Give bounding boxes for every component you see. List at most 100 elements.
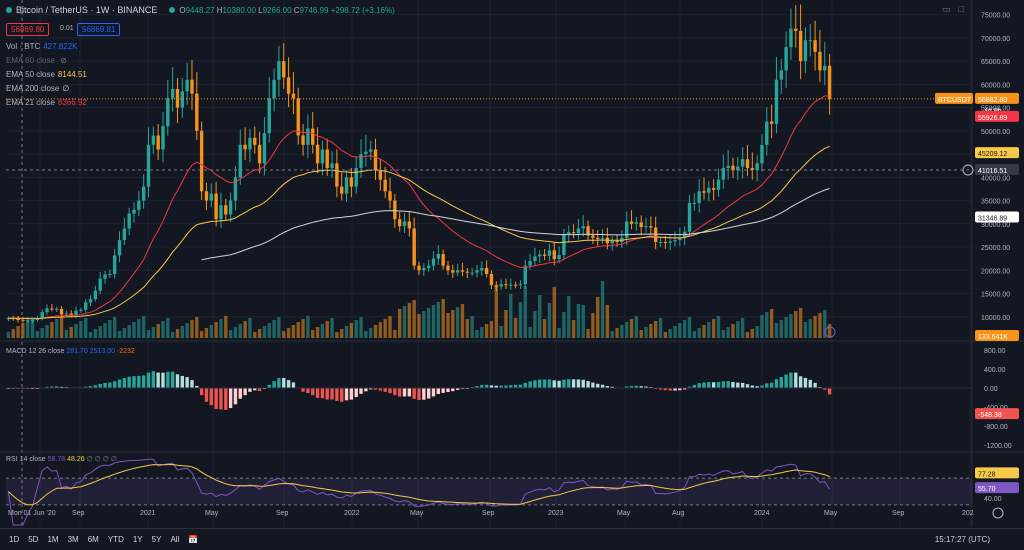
macd-histogram-bar: [716, 381, 721, 388]
macd-histogram-bar: [740, 382, 745, 388]
candle-body: [214, 193, 218, 220]
date-range-icon[interactable]: 📅: [188, 535, 199, 544]
range-1d[interactable]: 1D: [9, 535, 20, 544]
volume-bar: [340, 329, 344, 338]
macd-histogram-bar: [726, 381, 730, 388]
candle-body: [784, 47, 788, 71]
clock-time[interactable]: 15:17:27 (UTC): [934, 535, 990, 544]
candle-body: [591, 235, 595, 238]
macd-histogram-bar: [277, 377, 281, 388]
indicator-row[interactable]: EMA 50 close 8144.51: [6, 70, 87, 80]
candle-body: [523, 265, 527, 285]
indicator-row[interactable]: EMA 200 close ∅: [6, 84, 69, 94]
candle-body: [175, 89, 180, 108]
macd-histogram-bar: [644, 386, 648, 388]
macd-histogram-bar: [84, 386, 88, 388]
candle-body: [146, 144, 151, 187]
indicator-row[interactable]: EMA 21 close 8366.92: [6, 98, 87, 108]
volume-bar: [798, 308, 803, 338]
macd-histogram-bar: [170, 371, 175, 388]
candle-body: [755, 163, 759, 170]
macd-histogram-bar: [378, 387, 383, 391]
range-1m[interactable]: 1M: [47, 535, 59, 544]
macd-histogram-bar: [538, 379, 542, 388]
macd-histogram-bar: [156, 372, 160, 388]
range-all[interactable]: All: [170, 535, 180, 544]
volume-bar: [146, 330, 151, 338]
volume-bar: [721, 330, 726, 338]
volume-bar: [769, 309, 774, 338]
time-axis-label: May: [410, 510, 424, 517]
macd-histogram-bar: [668, 387, 672, 391]
time-axis-label: 2023: [548, 510, 564, 517]
candle-body: [489, 274, 494, 286]
range-1y[interactable]: 1Y: [132, 535, 143, 544]
indicator-row[interactable]: Vol · BTC 427.822K: [6, 42, 78, 52]
buy-button[interactable]: 56869.81: [77, 23, 121, 36]
maximize-icon[interactable]: □: [958, 4, 964, 14]
candle-body: [45, 308, 49, 313]
volume-bar: [615, 328, 619, 338]
spread-value: 0.01: [60, 25, 74, 32]
candle-body: [127, 213, 131, 229]
macd-histogram-bar: [349, 387, 354, 400]
candle-body: [528, 260, 532, 266]
macd-histogram-bar: [402, 387, 407, 397]
range-3m[interactable]: 3M: [67, 535, 79, 544]
indicator-label: EMA 50 close: [6, 70, 55, 79]
macd-histogram-bar: [702, 382, 706, 388]
volume-bar: [253, 332, 257, 338]
candle-body: [277, 61, 281, 80]
volume-bar: [692, 331, 697, 338]
range-6m[interactable]: 6M: [87, 535, 99, 544]
candle-body: [161, 126, 165, 150]
volume-bar: [542, 319, 547, 338]
time-axis-label: Sep: [482, 510, 495, 517]
candle-body: [552, 250, 556, 260]
macd-histogram-bar: [528, 381, 532, 388]
candle-body: [711, 188, 716, 190]
macd-histogram-bar: [798, 376, 803, 388]
candle-body: [547, 250, 552, 256]
macd-histogram-bar: [504, 385, 508, 388]
range-ytd[interactable]: YTD: [107, 535, 124, 544]
candle-body: [465, 271, 469, 273]
candle-body: [417, 265, 421, 271]
minimize-icon[interactable]: ▭: [942, 4, 951, 14]
macd-histogram-bar: [88, 386, 93, 388]
candle-body: [668, 241, 672, 243]
macd-histogram-bar: [127, 376, 131, 388]
macd-histogram-bar: [286, 380, 291, 388]
volume-bar: [127, 325, 131, 338]
candle-body: [460, 270, 465, 272]
symbol-title[interactable]: Bitcoin / TetherUS · 1W · BINANCE: [16, 5, 158, 15]
settings-gear-icon: [992, 507, 1004, 519]
volume-bar: [567, 296, 571, 338]
macd-histogram-bar: [50, 386, 54, 388]
macd-histogram-bar: [257, 387, 262, 391]
sell-button[interactable]: 56869.80: [6, 23, 50, 36]
range-5y[interactable]: 5Y: [151, 535, 162, 544]
volume-bar: [745, 332, 750, 338]
volume-bar: [774, 323, 779, 338]
macd-histogram-bar: [803, 377, 808, 388]
candle-body: [581, 226, 585, 229]
volume-bar: [557, 328, 561, 338]
range-5d[interactable]: 5D: [28, 535, 39, 544]
volume-bar: [533, 311, 537, 338]
hidden-eye-icon[interactable]: ⊘: [57, 56, 67, 65]
ema50-tag-bg: [975, 147, 1019, 159]
macd-histogram-bar: [750, 385, 754, 388]
candle-body: [344, 177, 349, 194]
volume-bar: [455, 307, 460, 338]
candle-body: [93, 290, 98, 300]
macd-histogram-bar: [340, 387, 344, 402]
volume-bar: [315, 327, 320, 338]
macd-histogram-bar: [634, 385, 639, 388]
volume-bar: [35, 331, 40, 338]
candle-body: [600, 237, 605, 239]
indicator-row[interactable]: EMA 60 close ⊘: [6, 56, 67, 66]
volume-bar: [301, 319, 305, 338]
volume-bar: [687, 317, 692, 338]
